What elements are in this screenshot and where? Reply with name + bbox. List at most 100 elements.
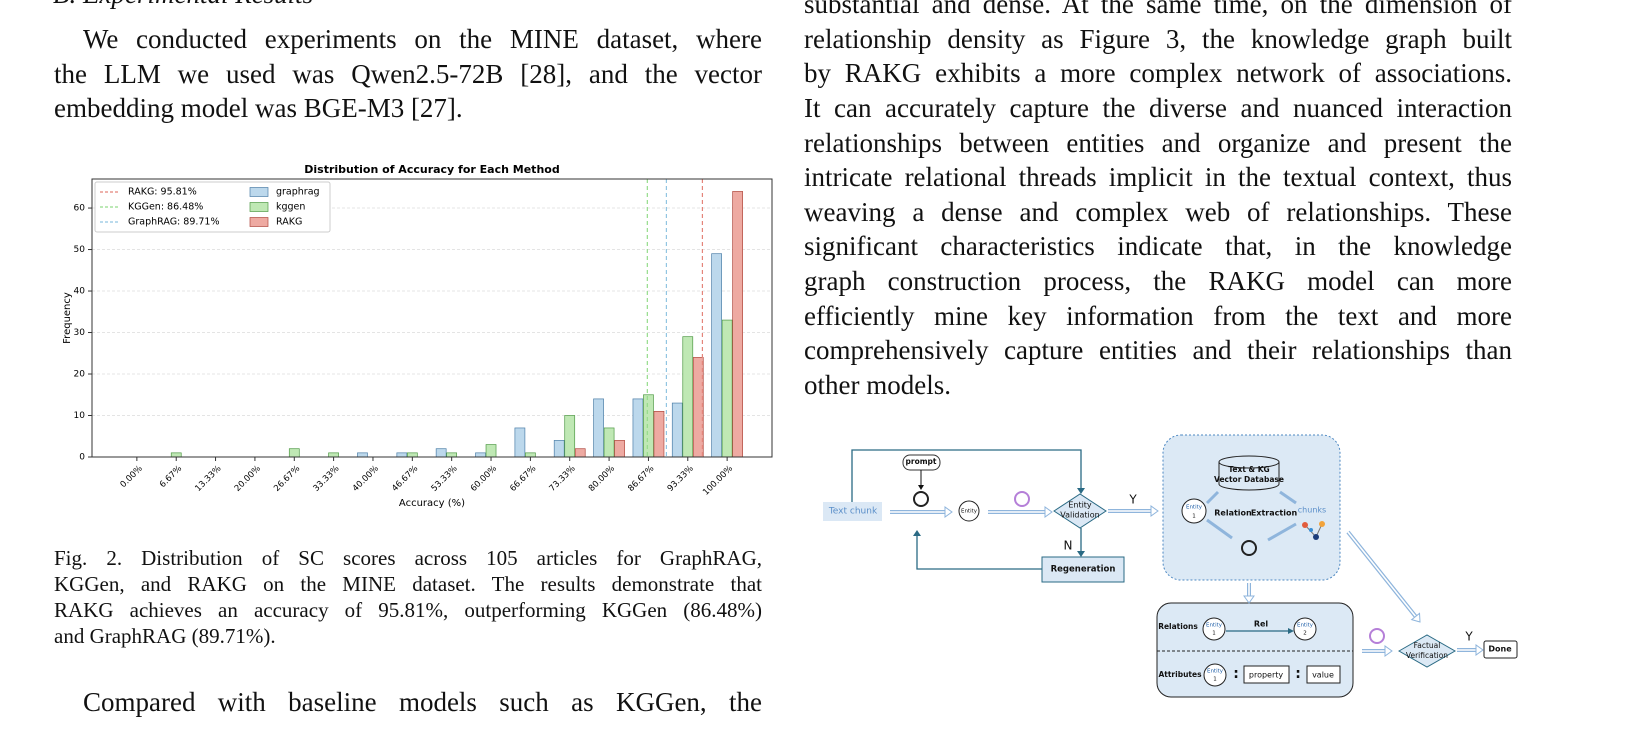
y-tick-label: 50: [74, 245, 86, 255]
property-box: [1243, 665, 1290, 684]
x-tick-label: 80.00%: [587, 464, 617, 494]
bar: [574, 448, 586, 458]
x-tick-label: 33.33%: [311, 464, 341, 494]
x-tick-label: 46.67%: [390, 464, 420, 494]
entity-circle: [1181, 498, 1207, 524]
verification-diamond: [1397, 634, 1457, 668]
x-tick-label: 86.67%: [626, 464, 656, 494]
database: [1218, 462, 1280, 491]
x-tick-label: 20.00%: [233, 464, 263, 494]
diagram-label: Extraction: [1251, 509, 1298, 518]
diagram-label: prompt: [906, 457, 937, 466]
entity-circle: [958, 500, 980, 522]
llm-icon: [1014, 491, 1030, 507]
diagram-label: N: [1064, 539, 1073, 553]
diagram: [823, 434, 1518, 698]
chart: Distribution of Accuracy for Each Method…: [62, 163, 773, 509]
figure-caption: KGGen, and RAKG on the MINE dataset. The…: [54, 571, 762, 596]
x-tick-label: 93.33%: [666, 464, 696, 494]
llm-icon: [1369, 628, 1385, 644]
y-tick-label: 40: [74, 287, 86, 297]
legend-swatch: [249, 202, 269, 212]
legend-label: graphrag: [276, 187, 320, 198]
bar: [553, 440, 565, 458]
arrowhead: [1150, 505, 1159, 517]
validation-diamond: [1053, 493, 1107, 529]
bar: [692, 357, 704, 458]
diagram-label: Rel: [1254, 620, 1269, 629]
arrowhead: [918, 485, 924, 490]
x-tick-label: 13.33%: [193, 464, 223, 494]
arrowhead: [1077, 488, 1085, 494]
figure-caption: RAKG achieves an accuracy of 95.81%, out…: [54, 597, 762, 622]
bar: [435, 448, 447, 458]
body-text: the LLM we used was Qwen2.5-72B [28], an…: [54, 58, 762, 89]
diagram-label: Entity: [1206, 623, 1223, 629]
diagram-label: Validation: [1060, 511, 1100, 520]
arrowhead: [1384, 645, 1393, 657]
bar: [446, 452, 458, 458]
body-text: comprehensively capture entities and the…: [804, 335, 1512, 366]
bar: [643, 394, 654, 458]
body-text: weaving a dense and complex web of relat…: [804, 196, 1512, 227]
body-text: graph construction process, the RAKG mod…: [804, 266, 1512, 297]
diagram-label: Verification: [1406, 651, 1448, 660]
legend-label: kggen: [276, 202, 305, 213]
diagram-label: Relation: [1214, 509, 1252, 518]
arrowhead: [1410, 612, 1421, 623]
legend-swatch: [249, 217, 269, 227]
chart-title: Distribution of Accuracy for Each Method: [304, 163, 559, 176]
y-tick-label: 0: [79, 453, 85, 463]
legend-swatch: [249, 187, 269, 197]
legend-label: GraphRAG: 89.71%: [128, 217, 220, 228]
diagram-label: chunks: [1298, 506, 1326, 515]
arrowhead: [913, 530, 921, 536]
figure-caption: Fig. 2. Distribution of SC scores across…: [54, 545, 762, 570]
bar: [711, 253, 722, 458]
arrowhead: [1243, 595, 1255, 604]
body-text: Compared with baseline models such as KG…: [83, 687, 762, 718]
bar: [406, 452, 418, 458]
arrowhead: [1044, 506, 1053, 518]
x-tick-label: 66.67%: [508, 464, 538, 494]
arrow: [1279, 490, 1297, 505]
x-tick-label: 0.00%: [119, 464, 145, 490]
legend-label: RAKG: 95.81%: [128, 187, 197, 198]
x-tick-label: 53.33%: [430, 464, 460, 494]
entity-circle: [1202, 617, 1226, 641]
diagram-label: Entity: [1186, 505, 1203, 511]
llm-icon: [913, 491, 929, 507]
diagram-label: Entity: [961, 509, 978, 515]
legend-label: RAKG: [276, 217, 302, 228]
bar: [485, 444, 497, 458]
text-chunk-box: [823, 502, 882, 521]
bar: [732, 191, 743, 458]
diagram-label: value: [1312, 671, 1334, 680]
body-text: We conducted experiments on the MINE dat…: [83, 24, 762, 55]
bar: [525, 452, 536, 458]
bar: [614, 440, 625, 458]
arrowhead: [1288, 628, 1294, 634]
diagram-label: Y: [1464, 630, 1473, 644]
diagram-label: Text & KG: [1228, 465, 1269, 474]
bar: [653, 411, 665, 458]
feedback-line: [916, 534, 1042, 570]
body-text: intricate relational threads implicit in…: [804, 162, 1512, 193]
diagram-label: Entity: [1068, 501, 1092, 510]
arrowhead: [1475, 644, 1484, 656]
body-text: substantial and dense. At the same time,…: [804, 0, 1512, 20]
diagram-label: Entity: [1297, 623, 1314, 629]
bar: [721, 319, 733, 458]
bar: [357, 452, 368, 458]
diagram-label: 2: [1303, 631, 1307, 637]
y-tick-label: 20: [74, 370, 86, 380]
diagram-label: Vector Database: [1214, 475, 1284, 484]
x-tick-label: 100.00%: [701, 464, 735, 498]
bar: [671, 402, 683, 458]
bar: [396, 452, 408, 458]
diagram-label: Factual: [1414, 641, 1441, 650]
bar: [593, 398, 604, 458]
body-text: It can accurately capture the diverse an…: [804, 93, 1512, 124]
bar: [170, 452, 182, 458]
bar: [603, 427, 615, 458]
